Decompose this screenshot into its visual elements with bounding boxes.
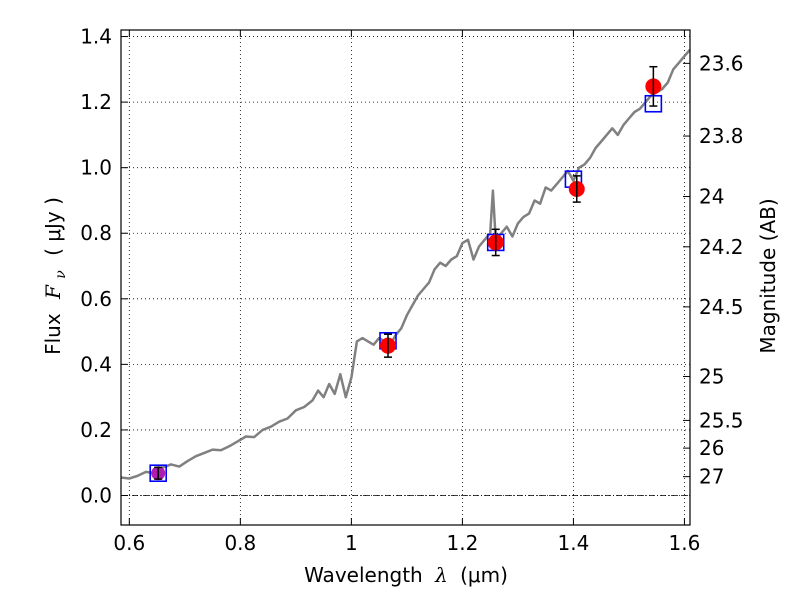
y-tick-label: 1.4 [80, 25, 112, 49]
y-tick-label: 0.4 [80, 352, 112, 376]
mag-tick-label: 27 [699, 465, 724, 489]
x-tick-label: 0.8 [224, 531, 256, 555]
mag-tick-label: 25.5 [699, 408, 744, 432]
x-tick-label: 1.2 [446, 531, 478, 555]
mag-tick-label: 26 [699, 436, 724, 460]
mag-tick-label: 23.6 [699, 51, 744, 75]
spectrum-series [120, 48, 691, 480]
x-tick-label: 1.4 [558, 531, 590, 555]
model-box-marker [149, 464, 167, 483]
spectrum-line [120, 48, 691, 480]
mag-tick-label: 23.8 [699, 124, 744, 148]
plot-frame [120, 29, 691, 526]
x-tick-label: 0.6 [113, 531, 145, 555]
mag-tick-label: 25 [699, 364, 724, 388]
model-box-markers [149, 94, 663, 483]
y-tick-label: 1.2 [80, 90, 112, 114]
y-tick-label: 0.2 [80, 418, 112, 442]
y2-axis-label: Magnitude (AB) [756, 198, 780, 353]
x-axis-label: Wavelength λ (μm) [304, 563, 508, 587]
y-tick-label: 0.6 [80, 287, 112, 311]
mag-tick-label: 24.5 [699, 295, 744, 319]
x-tick-label: 1 [345, 531, 358, 555]
observed-points [151, 65, 662, 481]
y-tick-label: 1.0 [80, 156, 112, 180]
x-tick-label: 1.6 [669, 531, 701, 555]
tick-labels: 0.6 0.8 1 1.2 1.4 1.6 0.0 0.2 0.4 0.6 0.8 1.0 1.2 1.4… [80, 25, 743, 555]
y-tick-label: 0.8 [80, 221, 112, 245]
y-tick-label: 0.0 [80, 483, 112, 507]
mag-tick-label: 24 [699, 185, 724, 209]
y-axis-label: Flux F ν ( μJy ) [41, 197, 70, 355]
grid [121, 30, 690, 525]
mag-tick-label: 24.2 [699, 235, 744, 259]
